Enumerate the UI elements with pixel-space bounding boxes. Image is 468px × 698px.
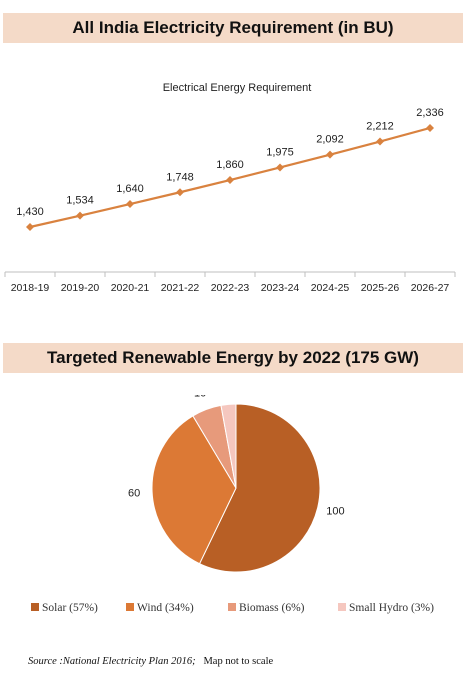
electricity-requirement-banner: All India Electricity Requirement (in BU… [3,13,463,43]
data-label: 1,748 [166,171,194,183]
pie-slice [151,415,237,565]
data-point [26,223,34,231]
data-label: 1,534 [66,195,94,207]
legend-label: Wind (34%) [137,602,194,614]
legend-label: Solar (57%) [42,602,98,614]
data-point [376,137,384,146]
data-point [76,211,84,220]
x-tick-label: 2019-20 [61,282,100,294]
x-tick-label: 2026-27 [411,282,450,294]
x-tick-label: 2024-25 [311,282,350,294]
x-tick-label: 2020-21 [111,282,150,294]
data-label: 2,336 [416,107,444,119]
data-label: 1,430 [16,206,44,218]
data-point [326,150,334,159]
slice-value-label: 60 [128,488,140,500]
source-label: Source :National Electricity Plan 2016; [28,656,196,667]
slice-value-label: 10 [194,395,206,400]
map-note: Map not to scale [203,656,274,667]
data-label: 1,640 [116,183,144,195]
x-tick-label: 2018-19 [11,282,50,294]
legend-swatch [338,603,346,611]
renewable-energy-banner: Targeted Renewable Energy by 2022 (175 G… [3,343,463,373]
x-tick-label: 2021-22 [161,282,200,294]
legend-label: Biomass (6%) [239,602,305,614]
data-label: 1,860 [216,159,244,171]
legend-swatch [228,603,236,611]
x-tick-label: 2025-26 [361,282,400,294]
x-tick-label: 2023-24 [261,282,300,294]
data-point [276,163,284,172]
data-point [126,200,134,209]
pie-chart: 10060105Solar (57%)Wind (34%)Biomass (6%… [31,395,434,614]
x-tick-label: 2022-23 [211,282,250,294]
pie-slice [220,403,237,489]
line-chart: Electrical Energy Requirement 1,430 2018-1… [4,82,456,294]
source-note: Source :National Electricity Plan 2016; … [28,656,273,667]
data-label: 2,212 [366,121,394,133]
legend-label: Small Hydro (3%) [349,602,434,614]
data-point [226,176,234,185]
chart-title: Electrical Energy Requirement [163,82,312,94]
data-point [176,188,184,197]
pie-slice [198,403,321,573]
slice-value-label: 100 [326,506,344,518]
legend-swatch [31,603,39,611]
data-label: 2,092 [316,134,344,146]
data-label: 1,975 [266,146,294,158]
data-point [426,124,434,132]
legend-swatch [126,603,134,611]
